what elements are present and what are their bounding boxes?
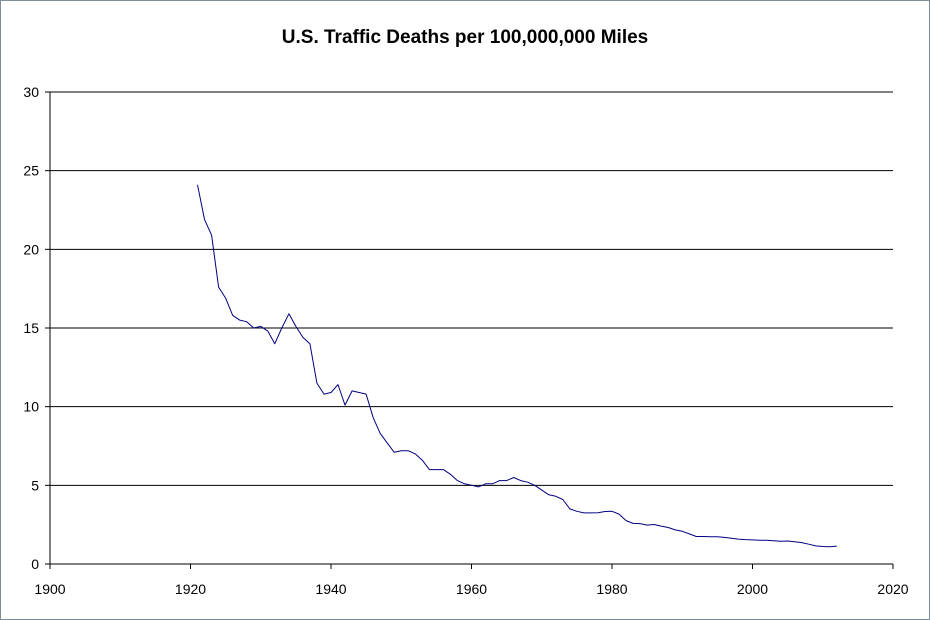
y-tick-label: 0 (31, 556, 39, 572)
series-line-0 (197, 184, 837, 548)
y-tick-label: 30 (23, 84, 39, 100)
chart-title: U.S. Traffic Deaths per 100,000,000 Mile… (282, 27, 648, 48)
x-axis-ticks: 1900 1920 1940 1960 1980 2000 2020 (34, 564, 909, 597)
y-tick-label: 10 (23, 399, 39, 415)
x-tick-label: 1920 (175, 581, 206, 597)
x-tick-label: 1980 (596, 581, 627, 597)
y-tick-label: 25 (23, 163, 39, 179)
x-tick-label: 1900 (34, 581, 65, 597)
x-tick-label: 2020 (877, 581, 908, 597)
y-tick-label: 5 (31, 477, 39, 493)
x-tick-label: 1960 (456, 581, 487, 597)
y-axis-ticks: 0 5 10 15 20 25 30 (23, 84, 50, 572)
series-group (197, 184, 837, 548)
gridlines (50, 91, 893, 486)
x-tick-label: 1940 (315, 581, 346, 597)
y-tick-label: 20 (23, 241, 39, 257)
x-tick-label: 2000 (737, 581, 768, 597)
y-tick-label: 15 (23, 320, 39, 336)
